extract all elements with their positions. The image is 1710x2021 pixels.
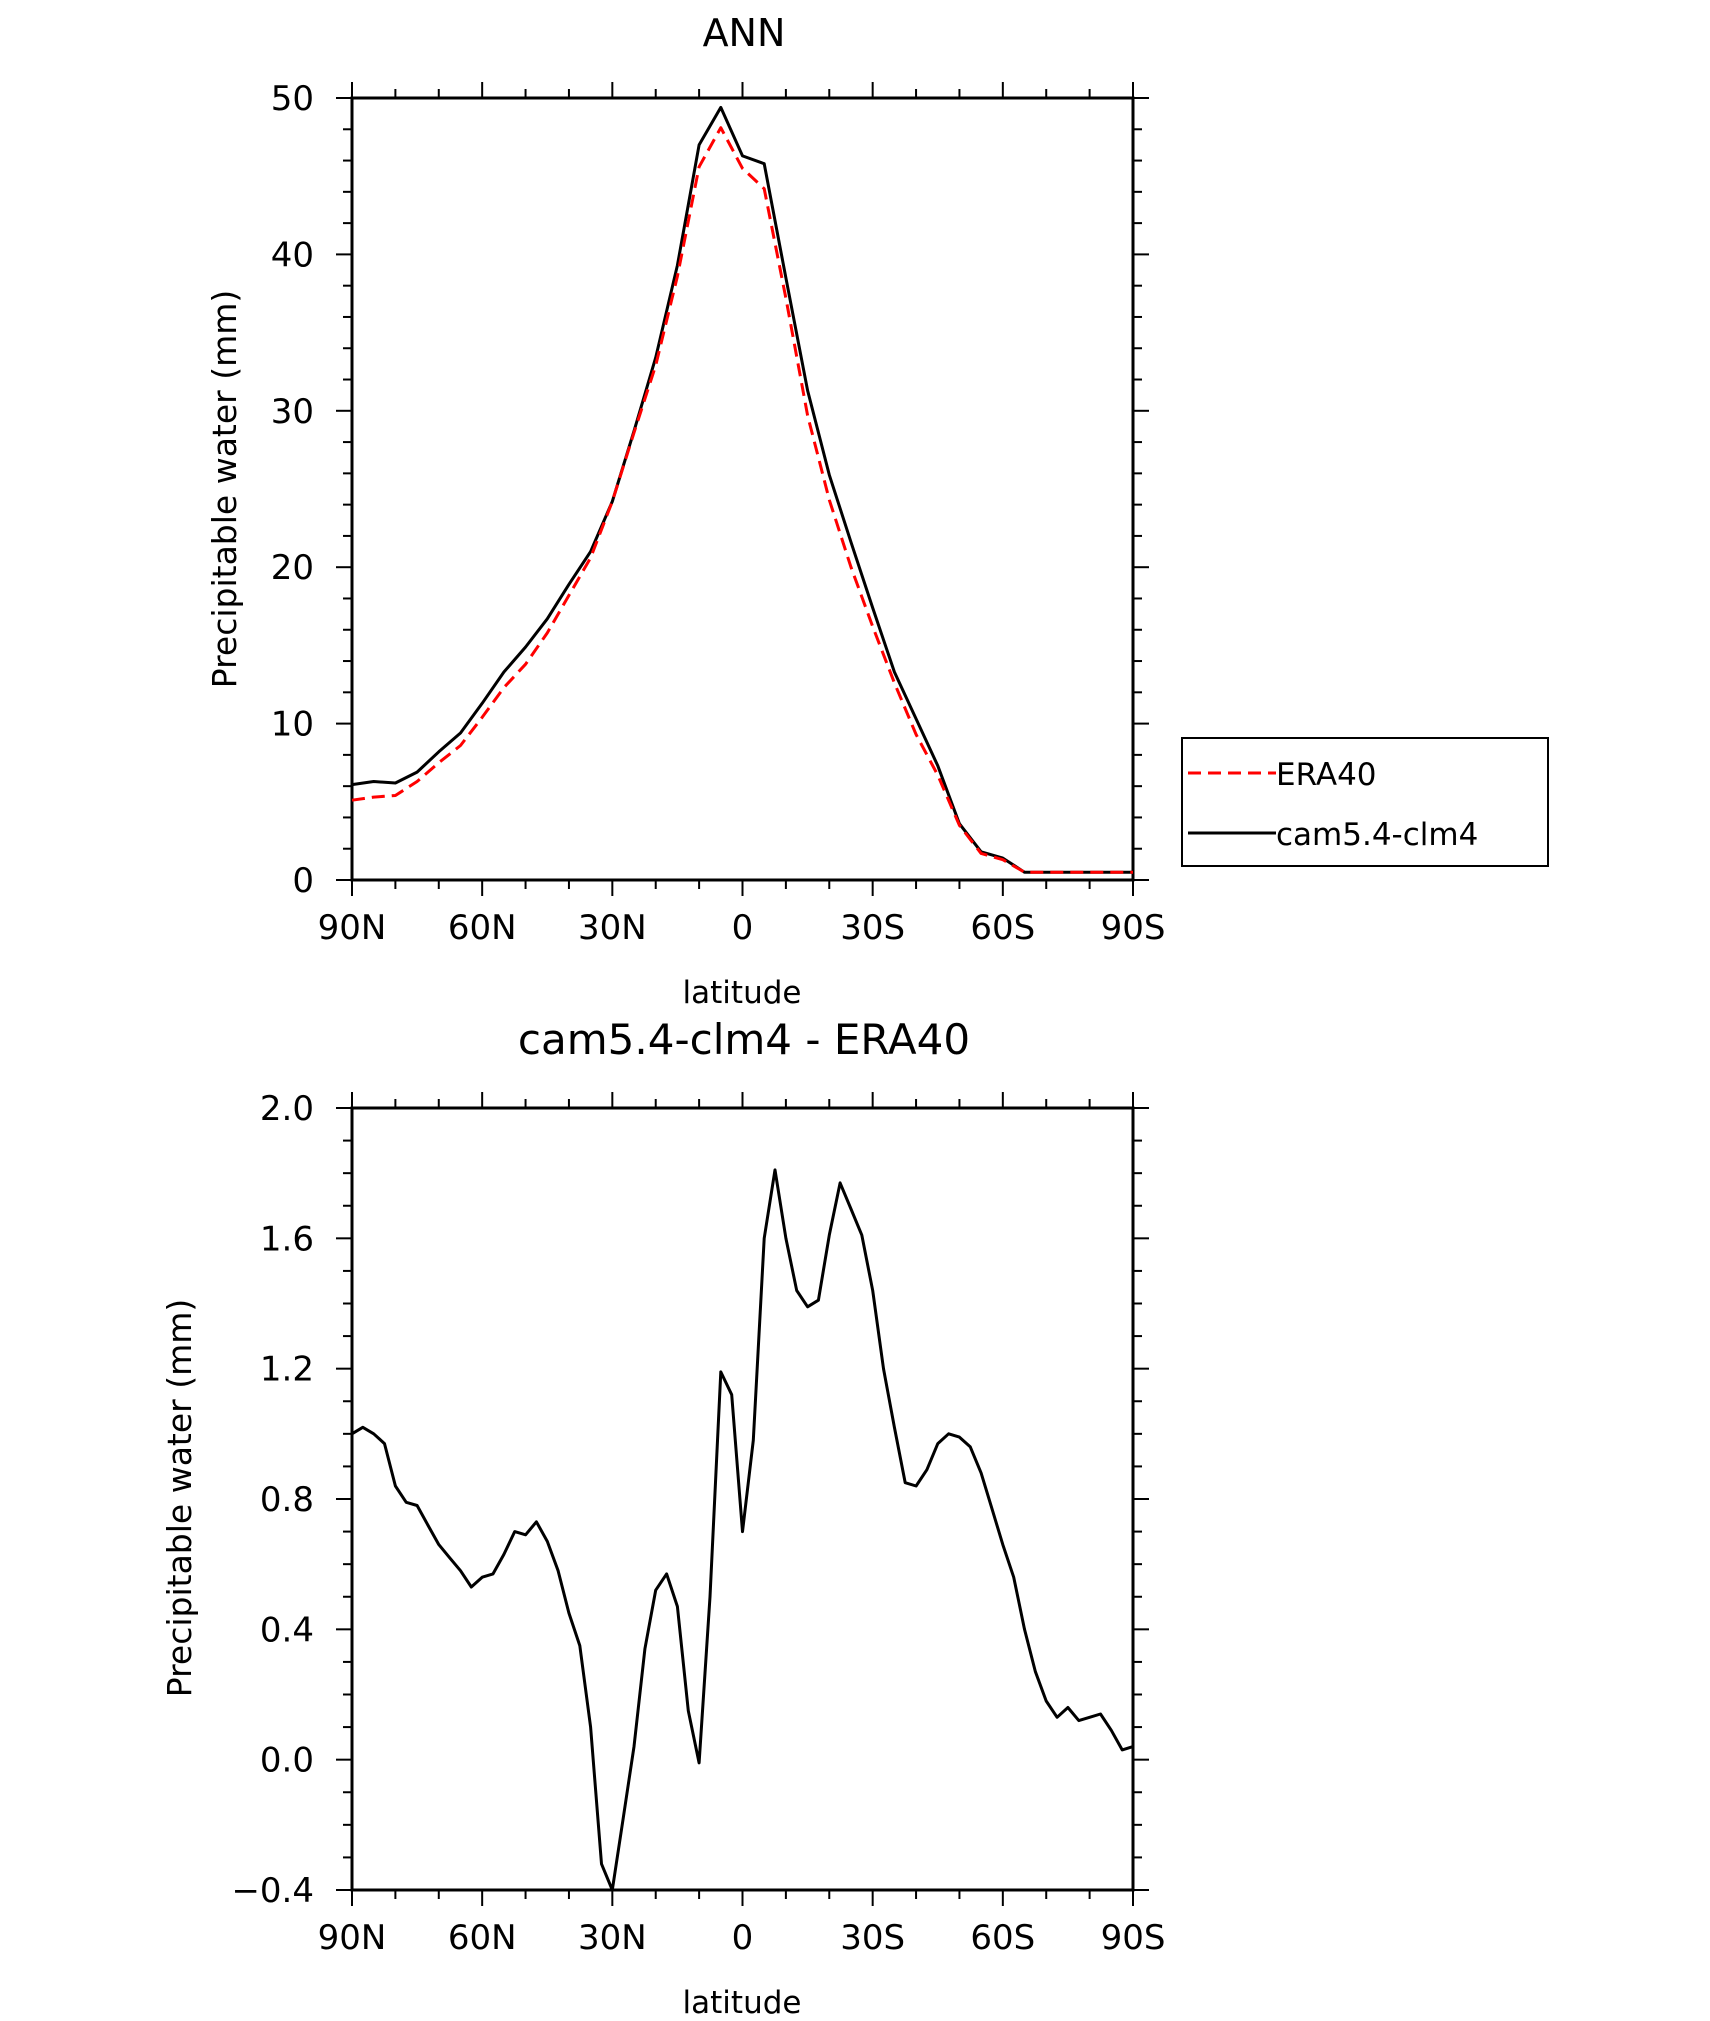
bottom-y-tick-label: −0.4: [231, 1871, 314, 1911]
top-plot-frame: [350, 96, 1135, 882]
top-y-tick-labels: 0 10 20 30 40 50: [271, 79, 314, 901]
bottom-y-tick-label: 0.4: [260, 1610, 314, 1650]
top-x-tick-label: 60N: [448, 908, 517, 948]
bottom-x-tick-label: 30N: [578, 1918, 647, 1958]
legend: ERA40 cam5.4-clm4: [1181, 737, 1549, 867]
legend-label-cam: cam5.4-clm4: [1276, 817, 1478, 853]
bottom-panel: cam5.4-clm4 - ERA40 90N 60N 30N 0 30S 60S 90S …: [160, 1015, 1165, 2021]
bottom-chart-title: cam5.4-clm4 - ERA40: [518, 1015, 970, 1064]
top-panel: ANN 90N 60N 30N 0 30S 60S 90S 0 10 20 30 40 50 lati…: [205, 11, 1549, 1011]
bottom-axis-ticks: [336, 1092, 1149, 1906]
top-x-axis-label: latitude: [683, 975, 802, 1011]
bottom-x-tick-label: 90N: [318, 1918, 387, 1958]
bottom-x-axis-label: latitude: [683, 1985, 802, 2021]
bottom-x-tick-label: 60S: [970, 1918, 1035, 1958]
bottom-x-tick-labels: 90N 60N 30N 0 30S 60S 90S: [318, 1918, 1166, 1958]
bottom-y-tick-label: 1.2: [260, 1350, 314, 1390]
bottom-y-tick-label: 0.0: [260, 1741, 314, 1781]
top-x-tick-label: 30N: [578, 908, 647, 948]
bottom-x-tick-label: 90S: [1101, 1918, 1166, 1958]
bottom-y-tick-label: 1.6: [260, 1219, 314, 1259]
top-x-tick-label: 90N: [318, 908, 387, 948]
top-series-lines: [351, 105, 1133, 874]
bottom-x-tick-label: 0: [732, 1918, 754, 1958]
top-x-tick-label: 0: [732, 908, 754, 948]
bottom-y-axis-label: Precipitable water (mm): [160, 1299, 199, 1698]
top-x-tick-label: 60S: [970, 908, 1035, 948]
legend-box: [1181, 737, 1549, 867]
bottom-y-tick-labels: −0.4 0.0 0.4 0.8 1.2 1.6 2.0: [231, 1089, 314, 1911]
top-y-tick-label: 50: [271, 79, 314, 119]
top-y-tick-label: 30: [271, 392, 314, 432]
top-series-era40-line: [351, 126, 1133, 874]
top-y-tick-label: 10: [271, 705, 314, 745]
top-axis-ticks: [336, 82, 1149, 896]
bottom-x-tick-label: 30S: [840, 1918, 905, 1958]
bottom-plot-frame: [350, 1106, 1135, 1892]
bottom-x-tick-label: 60N: [448, 1918, 517, 1958]
legend-label-era40: ERA40: [1276, 757, 1377, 793]
top-x-tick-label: 90S: [1101, 908, 1166, 948]
top-y-tick-label: 40: [271, 235, 314, 275]
top-x-tick-label: 30S: [840, 908, 905, 948]
bottom-series-difference-line: [351, 1168, 1134, 1892]
top-chart-title: ANN: [703, 11, 786, 55]
top-y-tick-label: 0: [292, 861, 314, 901]
top-series-cam5-4-clm4-line: [351, 105, 1133, 874]
bottom-y-tick-label: 0.8: [260, 1480, 314, 1520]
bottom-series-lines: [351, 1168, 1134, 1892]
bottom-y-tick-label: 2.0: [260, 1089, 314, 1129]
top-y-axis-label: Precipitable water (mm): [205, 290, 244, 689]
top-x-tick-labels: 90N 60N 30N 0 30S 60S 90S: [318, 908, 1166, 948]
top-y-tick-label: 20: [271, 548, 314, 588]
